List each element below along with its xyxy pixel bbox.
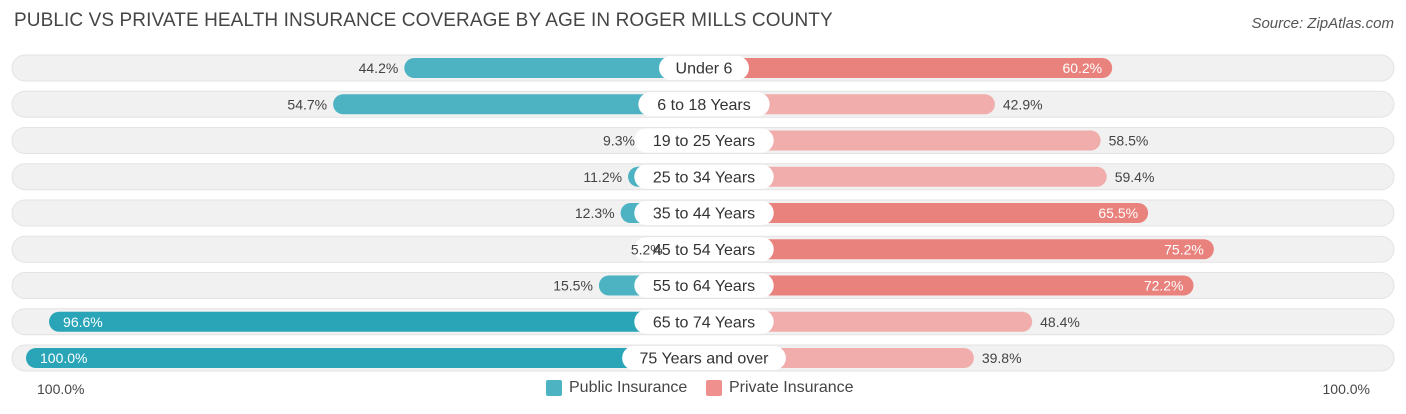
private-bar bbox=[704, 203, 1149, 223]
category-pill bbox=[634, 237, 774, 262]
category-label: 45 to 54 Years bbox=[653, 242, 755, 259]
row-4: 35 to 44 Years 12.3% 65.5% bbox=[11, 199, 1395, 227]
private-value-label: 59.4% bbox=[1115, 169, 1155, 185]
source-label: Source: ZipAtlas.com bbox=[1251, 15, 1394, 32]
private-value-label: 58.5% bbox=[1109, 133, 1149, 149]
private-value-label: 39.8% bbox=[982, 350, 1022, 366]
category-pill bbox=[634, 128, 774, 153]
private-bar bbox=[704, 130, 1101, 151]
private-value-label: 48.4% bbox=[1040, 314, 1080, 330]
public-value-label: 15.5% bbox=[553, 278, 593, 294]
legend-swatch-public bbox=[546, 380, 562, 396]
legend-label-public: Public Insurance bbox=[569, 379, 688, 396]
legend-item-public[interactable]: Public Insurance bbox=[546, 379, 687, 397]
private-bar bbox=[704, 58, 1113, 78]
category-label: 55 to 64 Years bbox=[653, 278, 755, 295]
legend: Public Insurance Private Insurance bbox=[0, 379, 1406, 401]
private-bar bbox=[704, 311, 1033, 332]
legend-swatch-private bbox=[706, 380, 722, 396]
chart-title: PUBLIC VS PRIVATE HEALTH INSURANCE COVER… bbox=[14, 10, 833, 31]
category-pill bbox=[634, 201, 774, 225]
private-bar bbox=[704, 94, 995, 115]
private-value-label: 42.9% bbox=[1003, 96, 1043, 112]
public-value-label: 11.2% bbox=[583, 169, 622, 185]
private-value-label: 75.2% bbox=[1164, 241, 1204, 257]
row-8: 75 Years and over 100.0% 39.8% bbox=[11, 344, 1395, 372]
category-label: 25 to 34 Years bbox=[653, 169, 755, 186]
category-label: 35 to 44 Years bbox=[653, 206, 755, 223]
public-value-label: 100.0% bbox=[40, 350, 87, 366]
public-value-label: 44.2% bbox=[359, 60, 399, 76]
row-6: 55 to 64 Years 15.5% 72.2% bbox=[11, 272, 1395, 299]
category-pill bbox=[634, 273, 774, 298]
row-1: 6 to 18 Years 54.7% 42.9% bbox=[11, 90, 1395, 118]
public-bar bbox=[333, 94, 704, 115]
category-label: 6 to 18 Years bbox=[657, 97, 750, 114]
row-0: Under 6 44.2% 60.2% bbox=[11, 54, 1395, 82]
category-label: 65 to 74 Years bbox=[653, 314, 755, 331]
row-2: 19 to 25 Years 9.3% 58.5% bbox=[11, 127, 1395, 154]
public-value-label: 9.3% bbox=[603, 133, 635, 149]
category-label: 75 Years and over bbox=[640, 351, 770, 368]
private-value-label: 72.2% bbox=[1144, 278, 1184, 294]
private-value-label: 60.2% bbox=[1062, 60, 1102, 76]
public-value-label: 54.7% bbox=[287, 96, 327, 112]
public-bar bbox=[26, 348, 704, 368]
category-label: Under 6 bbox=[676, 61, 733, 78]
public-bar bbox=[49, 311, 704, 332]
public-value-label: 5.2% bbox=[631, 241, 663, 257]
private-bar bbox=[704, 166, 1107, 187]
private-bar bbox=[704, 275, 1194, 296]
private-bar bbox=[704, 239, 1214, 260]
chart-area: Under 6 44.2% 60.2% 6 to 18 Years 54.7% 42.9%… bbox=[11, 54, 1395, 372]
row-3: 25 to 34 Years 11.2% 59.4% bbox=[11, 163, 1395, 191]
category-pill bbox=[638, 92, 770, 117]
legend-item-private[interactable]: Private Insurance bbox=[706, 379, 854, 397]
category-label: 19 to 25 Years bbox=[653, 133, 755, 150]
legend-label-private: Private Insurance bbox=[729, 379, 854, 396]
row-7: 65 to 74 Years 96.6% 48.4% bbox=[11, 308, 1395, 336]
public-bar bbox=[404, 58, 704, 78]
category-pill bbox=[659, 56, 749, 80]
category-pill bbox=[622, 346, 786, 370]
private-value-label: 65.5% bbox=[1098, 205, 1138, 221]
public-value-label: 96.6% bbox=[63, 314, 103, 330]
axis-label-left: 100.0% bbox=[37, 381, 85, 397]
category-pill bbox=[634, 164, 774, 189]
axis-label-right: 100.0% bbox=[1322, 381, 1370, 397]
category-pill bbox=[634, 309, 774, 334]
public-value-label: 12.3% bbox=[575, 205, 615, 221]
